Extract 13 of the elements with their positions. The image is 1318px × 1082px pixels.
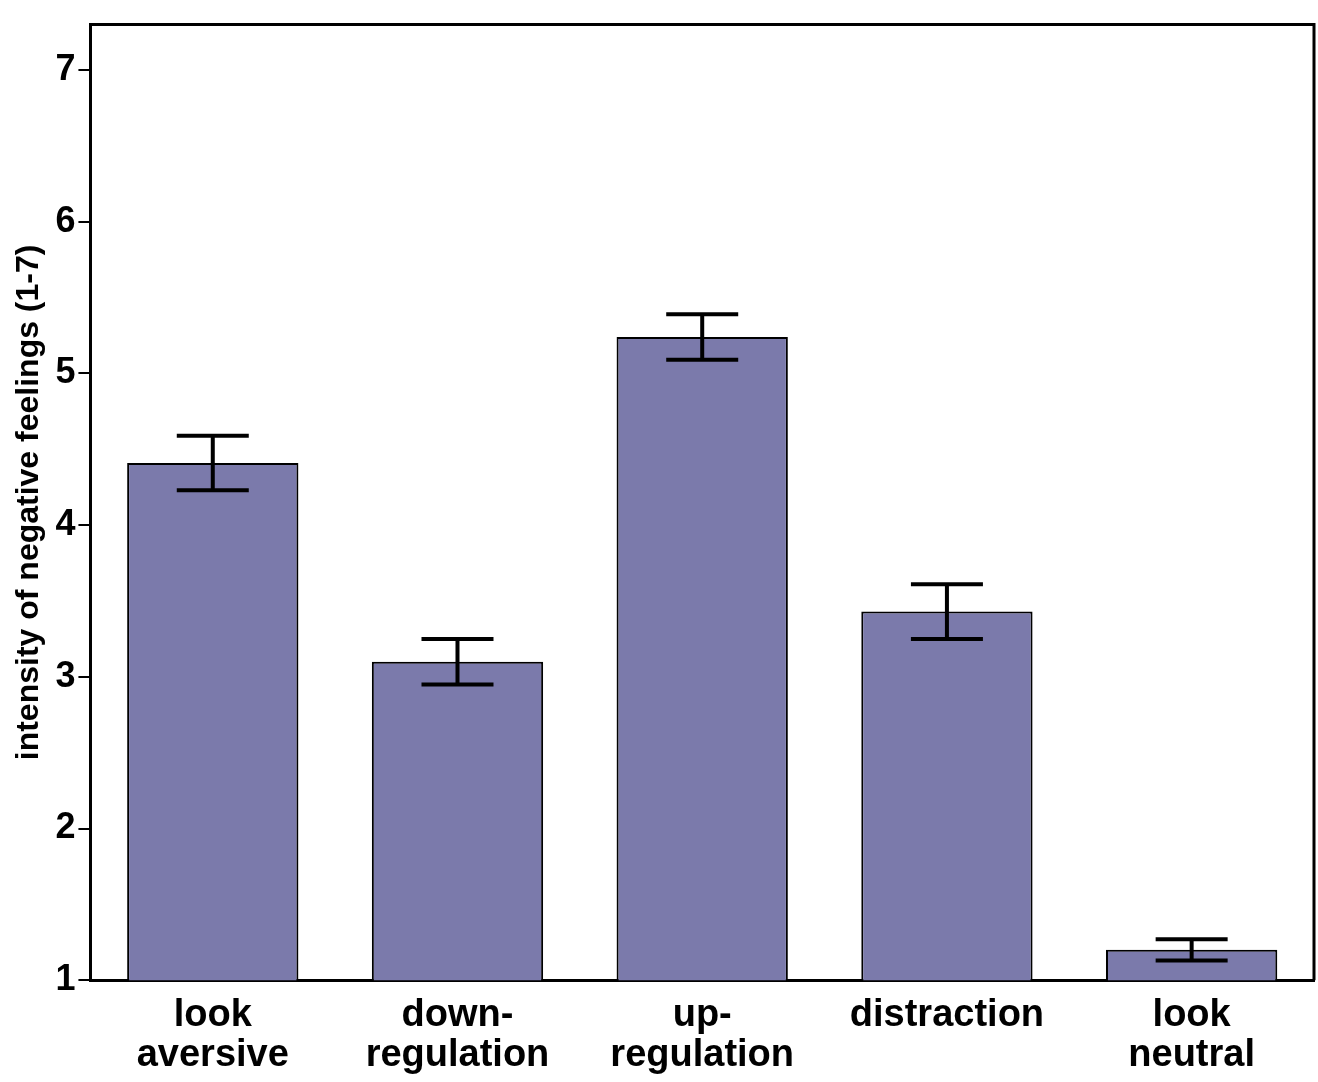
y-axis-title: intensity of negative feelings (1-7) [9, 244, 46, 761]
y-tick-label: 3 [55, 653, 76, 695]
y-tick-label: 2 [55, 805, 76, 847]
x-tick-label: look neutral [1128, 991, 1255, 1074]
y-tick-label: 4 [55, 502, 76, 544]
x-tick-label: distraction [849, 991, 1045, 1034]
y-tick-label: 7 [55, 47, 76, 89]
y-tick-label: 6 [55, 198, 76, 240]
x-tick-label: down- regulation [365, 991, 550, 1074]
y-tick-label: 5 [55, 350, 76, 392]
x-tick-label: up- regulation [610, 991, 795, 1074]
y-tick-label: 1 [55, 957, 76, 999]
x-tick-label: look aversive [136, 991, 289, 1074]
